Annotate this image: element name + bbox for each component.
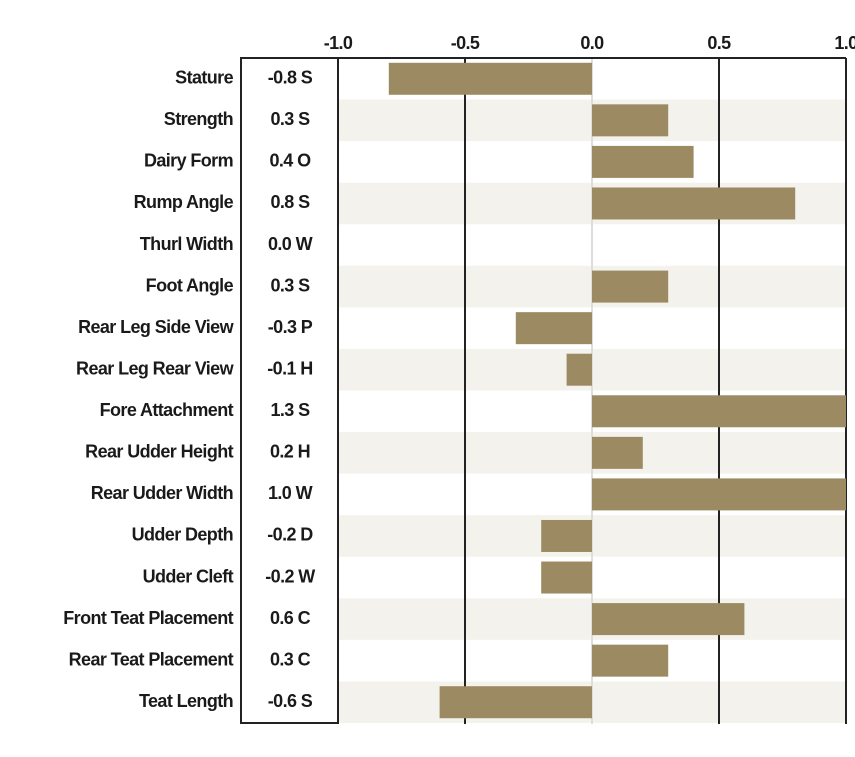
bar (592, 395, 846, 428)
bar (592, 644, 669, 677)
category-label: Rump Angle (134, 192, 234, 212)
category-label: Teat Length (139, 691, 233, 711)
category-label: Fore Attachment (100, 400, 234, 420)
category-label: Strength (164, 109, 233, 129)
category-label: Rear Leg Side View (78, 317, 235, 337)
value-label: 1.3 S (270, 400, 310, 420)
value-label: -0.8 S (268, 68, 313, 88)
category-label: Udder Cleft (143, 566, 234, 586)
category-label: Rear Leg Rear View (76, 358, 235, 378)
value-label: -0.6 S (268, 691, 313, 711)
category-label: Rear Udder Height (85, 442, 233, 462)
category-label: Udder Depth (132, 525, 233, 545)
bar (592, 436, 643, 469)
category-label: Foot Angle (146, 275, 234, 295)
value-label: 0.3 S (270, 109, 310, 129)
bar (592, 104, 669, 137)
bar (592, 187, 796, 220)
value-label: 0.6 C (270, 608, 311, 628)
value-label: -0.3 P (268, 317, 313, 337)
category-label: Rear Teat Placement (69, 649, 234, 669)
value-label: -0.1 H (267, 358, 312, 378)
value-label: 0.0 W (268, 234, 313, 254)
category-label: Front Teat Placement (63, 608, 233, 628)
x-tick-label: 0.0 (580, 33, 604, 53)
value-label: -0.2 D (267, 525, 313, 545)
bar (388, 62, 592, 95)
bar (592, 478, 846, 511)
category-label: Rear Udder Width (91, 483, 233, 503)
bar (541, 519, 592, 552)
value-label: 0.3 S (270, 275, 310, 295)
category-label: Dairy Form (144, 151, 233, 171)
x-tick-label: 0.5 (707, 33, 731, 53)
value-label: 0.8 S (270, 192, 310, 212)
category-label: Thurl Width (140, 234, 233, 254)
bar (592, 603, 745, 636)
category-label: Stature (175, 68, 233, 88)
bar (439, 686, 592, 719)
bar (541, 561, 592, 594)
value-label: 0.2 H (270, 442, 310, 462)
value-label: 1.0 W (268, 483, 313, 503)
bar (515, 312, 592, 345)
x-tick-label: -1.0 (324, 33, 353, 53)
x-tick-label: 1.0 (834, 33, 855, 53)
bar (592, 145, 694, 178)
value-label: 0.3 C (270, 649, 311, 669)
value-label: 0.4 O (269, 151, 311, 171)
x-tick-label: -0.5 (451, 33, 480, 53)
value-label: -0.2 W (265, 566, 315, 586)
bar (592, 270, 669, 303)
bar (566, 353, 592, 386)
